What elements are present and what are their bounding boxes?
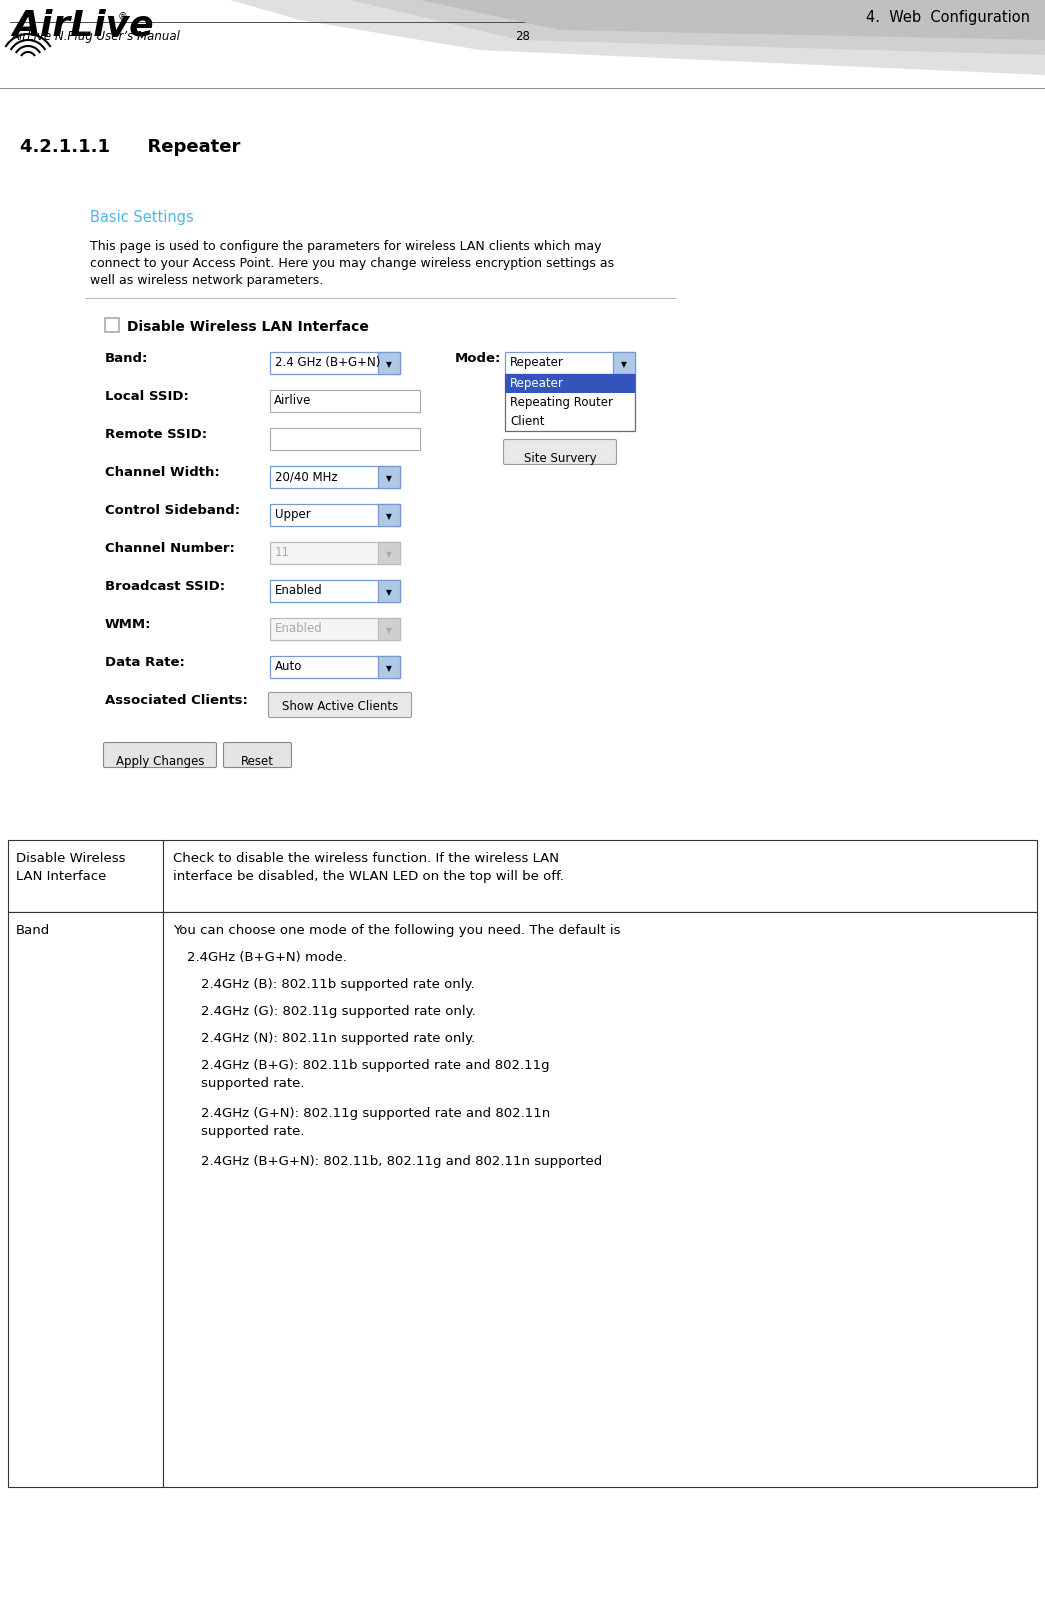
Text: Repeater: Repeater [510,377,564,390]
Text: 4.2.1.1.1      Repeater: 4.2.1.1.1 Repeater [20,137,240,157]
Text: Apply Changes: Apply Changes [116,754,204,769]
Text: ®: ® [118,13,127,22]
Text: Reset: Reset [240,754,274,769]
Text: This page is used to configure the parameters for wireless LAN clients which may: This page is used to configure the param… [90,240,602,252]
Text: Repeating Router: Repeating Router [510,396,613,409]
Text: Client: Client [510,415,544,428]
Text: ▼: ▼ [386,626,392,636]
Text: Disable Wireless
LAN Interface: Disable Wireless LAN Interface [16,852,125,882]
Text: 2.4GHz (B+G+N) mode.: 2.4GHz (B+G+N) mode. [187,951,347,964]
Bar [270,467,400,487]
Text: 2.4GHz (B+G+N): 802.11b, 802.11g and 802.11n supported: 2.4GHz (B+G+N): 802.11b, 802.11g and 802… [201,1155,602,1168]
Text: 2.4 GHz (B+G+N): 2.4 GHz (B+G+N) [275,356,380,369]
Bar [270,503,400,526]
Bar [378,503,400,526]
Text: ▼: ▼ [621,361,627,369]
Text: You can choose one mode of the following you need. The default is: You can choose one mode of the following… [173,924,621,936]
Text: 28: 28 [515,30,530,43]
Text: ▼: ▼ [386,665,392,673]
FancyBboxPatch shape [269,692,412,718]
Text: 2.4GHz (G+N): 802.11g supported rate and 802.11n
supported rate.: 2.4GHz (G+N): 802.11g supported rate and… [201,1107,551,1138]
Text: well as wireless network parameters.: well as wireless network parameters. [90,273,323,288]
Bar [505,374,635,431]
Bar [378,618,400,641]
Text: WMM:: WMM: [104,618,152,631]
Text: Show Active Clients: Show Active Clients [282,700,398,713]
Text: Disable Wireless LAN Interface: Disable Wireless LAN Interface [127,320,369,334]
Text: Site Survery: Site Survery [524,452,597,465]
Bar [613,352,635,374]
Bar [270,657,400,678]
Polygon shape [230,0,1045,75]
Text: ▼: ▼ [386,588,392,598]
Text: 20/40 MHz: 20/40 MHz [275,470,338,483]
Text: Check to disable the wireless function. If the wireless LAN
interface be disable: Check to disable the wireless function. … [173,852,564,884]
Text: Data Rate:: Data Rate: [104,657,185,670]
Bar [378,580,400,602]
Bar [378,352,400,374]
Text: ▼: ▼ [386,550,392,559]
Bar [378,542,400,564]
FancyBboxPatch shape [504,439,617,465]
Text: 2.4GHz (B): 802.11b supported rate only.: 2.4GHz (B): 802.11b supported rate only. [201,978,474,991]
Text: 2.4GHz (N): 802.11n supported rate only.: 2.4GHz (N): 802.11n supported rate only. [201,1032,475,1045]
FancyBboxPatch shape [224,743,292,767]
Text: Mode:: Mode: [455,352,502,364]
Text: Enabled: Enabled [275,583,323,598]
Bar [8,912,1037,1488]
Bar [378,467,400,487]
Text: AirLive N.Plug User’s Manual: AirLive N.Plug User’s Manual [11,30,181,43]
Text: 4.  Web  Configuration: 4. Web Configuration [866,10,1030,26]
Text: Local SSID:: Local SSID: [104,390,189,403]
Bar [270,580,400,602]
Text: ▼: ▼ [386,513,392,521]
Bar [505,352,635,374]
Text: Control Sideband:: Control Sideband: [104,503,240,518]
Text: connect to your Access Point. Here you may change wireless encryption settings a: connect to your Access Point. Here you m… [90,257,614,270]
Bar [270,390,420,412]
Bar [270,352,400,374]
Text: Broadcast SSID:: Broadcast SSID: [104,580,225,593]
Text: 11: 11 [275,547,291,559]
Text: Remote SSID:: Remote SSID: [104,428,207,441]
Text: 2.4GHz (B+G): 802.11b supported rate and 802.11g
supported rate.: 2.4GHz (B+G): 802.11b supported rate and… [201,1059,550,1090]
Text: ▼: ▼ [386,361,392,369]
Bar [104,318,119,332]
Text: Repeater: Repeater [510,356,564,369]
Text: Band:: Band: [104,352,148,364]
Text: Upper: Upper [275,508,310,521]
Text: Airlive: Airlive [274,395,311,407]
Text: Channel Width:: Channel Width: [104,467,219,479]
Polygon shape [350,0,1045,54]
Text: Basic Settings: Basic Settings [90,209,193,225]
Text: Associated Clients:: Associated Clients: [104,694,248,706]
Text: Enabled: Enabled [275,622,323,634]
Text: ▼: ▼ [386,475,392,484]
Bar [270,428,420,451]
Bar [8,841,1037,912]
Text: AirLive: AirLive [11,8,154,42]
Text: 2.4GHz (G): 802.11g supported rate only.: 2.4GHz (G): 802.11g supported rate only. [201,1005,475,1018]
Text: Channel Number:: Channel Number: [104,542,235,555]
Bar [270,542,400,564]
FancyBboxPatch shape [103,743,216,767]
Bar [270,618,400,641]
Text: Band: Band [16,924,50,936]
Bar [505,374,635,393]
Polygon shape [420,0,1045,40]
Bar [378,657,400,678]
Text: Auto: Auto [275,660,302,673]
